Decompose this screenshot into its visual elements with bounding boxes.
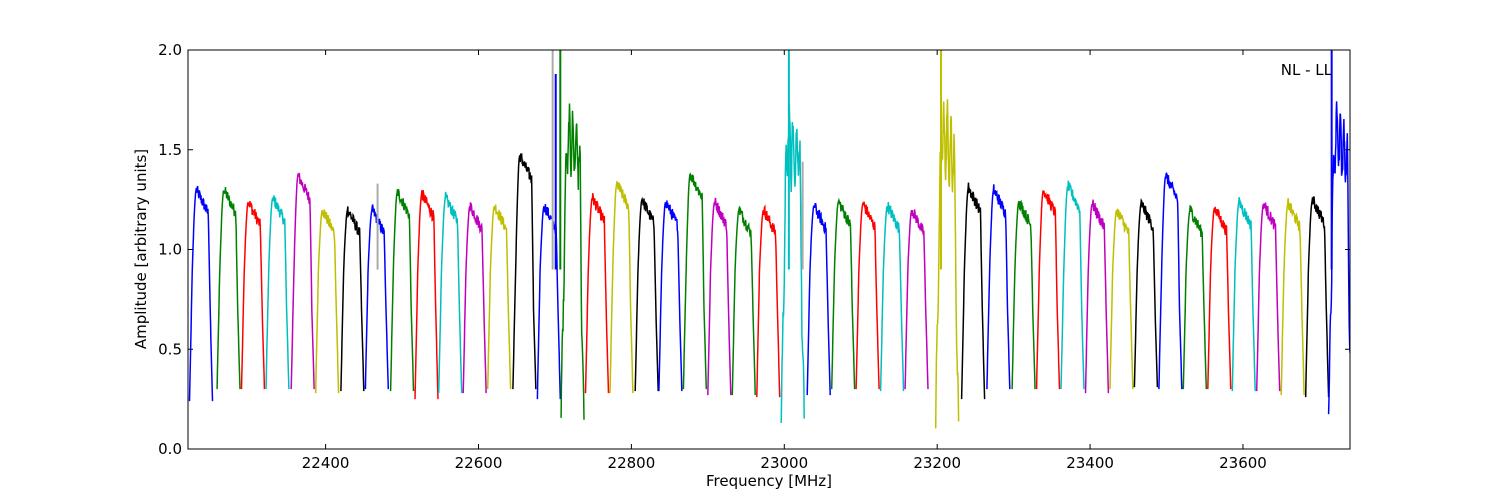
- y-tick-label: 1.5: [158, 141, 182, 159]
- band-series-line: [731, 206, 756, 396]
- band-series-line: [1255, 202, 1281, 392]
- band-series-line: [1109, 207, 1134, 390]
- band-series-line: [1158, 172, 1183, 390]
- annotation-label: NL - LL: [1281, 61, 1333, 79]
- band-series-line: [904, 209, 929, 390]
- x-tick-label: 22800: [608, 454, 656, 472]
- band-series-line: [780, 103, 805, 424]
- band-series-line: [512, 152, 537, 390]
- band-series-line: [1304, 196, 1330, 398]
- band-series-line: [486, 204, 512, 390]
- band-series-line: [216, 187, 241, 390]
- band-series-line: [188, 185, 214, 402]
- series-layer: [188, 50, 1350, 429]
- band-series-line: [658, 200, 683, 392]
- band-series-line: [290, 172, 315, 390]
- band-series-line: [960, 182, 986, 400]
- band-series-line: [437, 191, 463, 394]
- band-series-line: [265, 195, 290, 390]
- x-axis-title: Frequency [MHz]: [706, 472, 832, 490]
- band-series-line: [1182, 205, 1208, 390]
- band-series-line: [1280, 198, 1305, 396]
- band-series-line: [986, 184, 1011, 390]
- band-series-line: [1011, 199, 1036, 390]
- band-series-line: [682, 172, 708, 390]
- y-tick-label: 0.5: [158, 340, 182, 358]
- band-series-line: [707, 197, 732, 396]
- band-series-line: [1035, 190, 1061, 390]
- band-series-line: [609, 181, 634, 394]
- band-series-line: [756, 204, 781, 398]
- band-series-line: [879, 201, 905, 392]
- band-series-line: [414, 190, 439, 400]
- x-tick-label: 23200: [913, 454, 961, 472]
- y-axis-title: Amplitude [arbitrary units]: [132, 149, 150, 349]
- band-series-line: [1133, 197, 1159, 388]
- y-tick-label: 0.0: [158, 440, 182, 458]
- band-series-line: [240, 201, 266, 390]
- x-tick-label: 22600: [455, 454, 503, 472]
- x-tick-label: 22400: [302, 454, 350, 472]
- band-series-line: [314, 209, 340, 394]
- band-series-line: [1060, 180, 1085, 390]
- x-tick-label: 23400: [1066, 454, 1114, 472]
- band-series-line: [1231, 197, 1256, 392]
- x-tick-label: 23000: [760, 454, 808, 472]
- band-series-line: [389, 188, 415, 392]
- tick-layer: 22400 22600 22800 23000 23200 23400 23600 0.0 0.…: [158, 41, 1350, 472]
- band-series-line: [560, 103, 585, 420]
- band-series-line: [855, 200, 880, 390]
- band-series-line: [1084, 199, 1110, 394]
- band-series-line: [830, 197, 856, 390]
- band-series-line: [340, 206, 365, 392]
- band-series-line: [634, 196, 659, 392]
- band-series-line: [1207, 206, 1232, 390]
- plot-background: [188, 50, 1350, 449]
- band-series-line: [806, 202, 831, 396]
- x-tick-label: 23600: [1219, 454, 1267, 472]
- y-tick-label: 1.0: [158, 241, 182, 259]
- band-series-line: [462, 202, 487, 394]
- band-series-line: [934, 99, 960, 429]
- band-series-line: [584, 193, 610, 394]
- y-tick-label: 2.0: [158, 41, 182, 59]
